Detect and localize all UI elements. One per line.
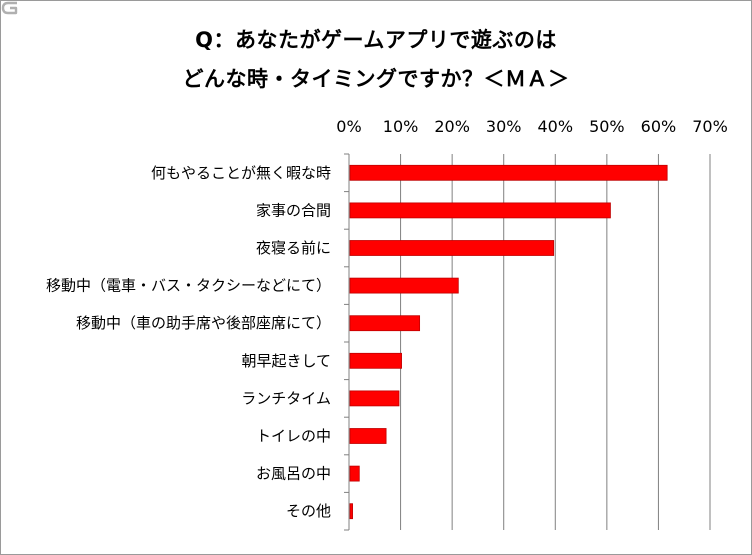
bar (349, 277, 459, 294)
bar (349, 315, 421, 332)
category-label: 朝早起きして (241, 352, 331, 370)
category-label: トイレの中 (256, 427, 331, 445)
bar (349, 428, 387, 444)
x-tick-label: 30% (486, 117, 522, 136)
chart-title-line-2: どんな時・タイミングですか？＜ＭＡ＞ (182, 67, 570, 91)
category-label: 何もやることが無く暇な時 (151, 164, 331, 182)
bar (349, 390, 400, 407)
x-tick-label: 40% (538, 117, 574, 136)
bar (349, 240, 555, 256)
category-label: 移動中（車の助手席や後部座席にて） (76, 314, 331, 332)
chart-title-line-1: Q：あなたがゲームアプリで遊ぶのは (195, 28, 557, 52)
category-label: ランチタイム (241, 389, 331, 407)
x-tick-label: 50% (589, 117, 625, 136)
x-tick-label: 70% (692, 117, 728, 136)
bar (349, 164, 668, 181)
x-tick-label: 10% (383, 117, 419, 136)
bar (349, 202, 611, 219)
category-label: その他 (286, 502, 331, 520)
x-tick-label: 20% (434, 117, 470, 136)
category-label: 夜寝る前に (256, 239, 331, 257)
watermark-logo-icon (1, 1, 18, 15)
category-label: 移動中（電車・バス・タクシーなどにて） (46, 277, 331, 295)
bar (349, 503, 353, 520)
x-tick-label: 60% (641, 117, 677, 136)
category-label: お風呂の中 (256, 465, 331, 483)
x-tick-label: 0% (336, 117, 361, 136)
bar (349, 352, 402, 369)
category-label: 家事の合間 (256, 201, 331, 219)
bar (349, 465, 360, 482)
